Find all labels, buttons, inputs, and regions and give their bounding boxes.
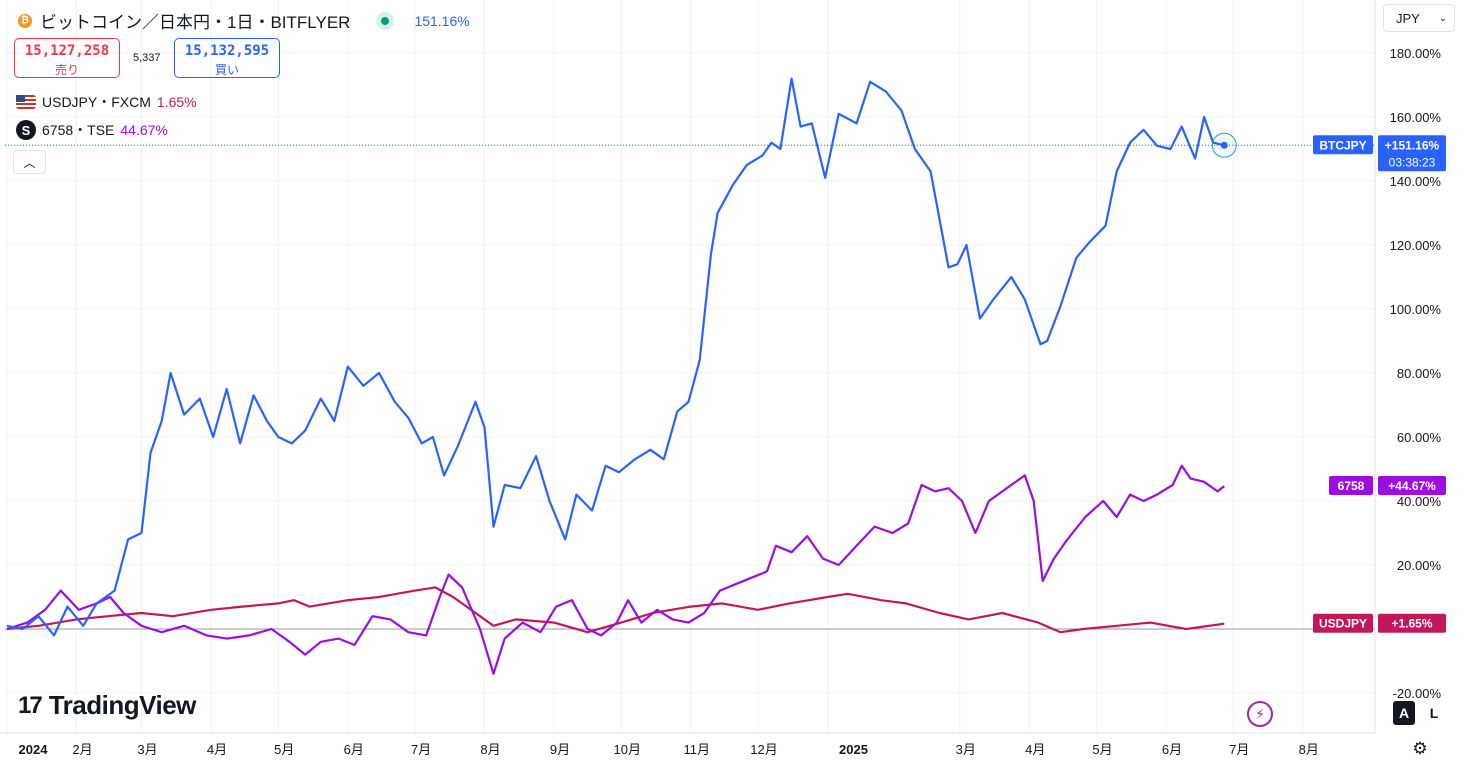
log-scale-button[interactable]: L [1429, 705, 1439, 721]
y-tick-label: 160.00% [1390, 110, 1442, 125]
settings-gear-icon[interactable]: ⚙ [1412, 739, 1428, 758]
legend-symbol: 6758・TSE [42, 122, 115, 138]
x-tick-label: 2月 [72, 742, 92, 757]
tradingview-mark-icon: 17 [18, 691, 43, 719]
series-tag-usdjpy: USDJPY [1319, 617, 1367, 631]
x-tick-label: 7月 [1229, 742, 1249, 757]
sell-button[interactable]: 15,127,258 売り [14, 38, 120, 78]
buy-button[interactable]: 15,132,595 買い [174, 38, 280, 78]
y-tick-label: 80.00% [1397, 366, 1442, 381]
y-tick-label: 100.00% [1390, 302, 1442, 317]
buy-label: 買い [214, 63, 239, 77]
currency-select[interactable]: JPY ⌄ [1383, 4, 1455, 32]
sony-s-icon: S [16, 120, 36, 140]
y-tick-label: 20.00% [1397, 558, 1442, 573]
symbol-title[interactable]: ビットコイン／日本円・1日・BITFLYER [40, 13, 351, 32]
x-tick-label: 6月 [344, 742, 364, 757]
series-line-usdjpy [6, 586, 1225, 634]
x-tick-label: 11月 [683, 742, 710, 757]
series-line-6758 [6, 464, 1225, 675]
x-tick-label: 7月 [411, 742, 431, 757]
y-tick-label: 180.00% [1390, 46, 1442, 61]
buy-price: 15,132,595 [184, 43, 270, 59]
series-tag-6758: 6758 [1338, 479, 1365, 493]
auto-scale-button[interactable]: A [1393, 701, 1415, 725]
chevron-down-icon: ⌄ [1438, 12, 1447, 24]
collapse-legend-button[interactable]: ︿ [13, 150, 46, 174]
y-tick-label: 120.00% [1390, 238, 1442, 253]
sell-label: 売り [54, 63, 79, 77]
series-tag-btcjpy: BTCJPY [1319, 138, 1366, 152]
x-tick-label: 9月 [550, 742, 570, 757]
series-tag-bg [1313, 613, 1373, 633]
x-tick-label: 5月 [274, 742, 294, 757]
x-tick-label: 8月 [480, 742, 500, 757]
sell-price: 15,127,258 [24, 43, 110, 59]
price-axis-label: +44.67% [1388, 479, 1436, 493]
x-tick-label: 3月 [137, 742, 157, 757]
x-tick-label: 2025 [839, 742, 868, 757]
series-line-btcjpy [6, 77, 1225, 637]
legend-value: 1.65% [156, 94, 197, 110]
price-axis-label-bg [1378, 135, 1446, 172]
legend-symbol: USDJPY・FXCM [42, 94, 151, 110]
tradingview-logo[interactable]: 17 TradingView [18, 690, 196, 721]
y-tick-label: -20.00% [1393, 686, 1442, 701]
spread-value: 5,337 [133, 52, 161, 64]
price-axis-label-bg [1378, 476, 1446, 496]
last-point-marker [1220, 141, 1228, 149]
x-tick-label: 2024 [19, 742, 49, 757]
series-tag-bg [1329, 476, 1373, 496]
y-tick-label: 140.00% [1390, 174, 1442, 189]
currency-value: JPY [1396, 10, 1420, 26]
chart-header: ₿ ビットコイン／日本円・1日・BITFLYER 151.16% [18, 8, 470, 33]
price-axis-label-bg [1378, 613, 1446, 633]
bitcoin-icon: ₿ [18, 13, 32, 28]
x-tick-label: 10月 [614, 742, 641, 757]
legend-item-6758[interactable]: S 6758・TSE 44.67% [16, 120, 168, 140]
chevron-up-icon: ︿ [23, 155, 36, 170]
x-tick-label: 5月 [1092, 742, 1112, 757]
x-tick-label: 12月 [750, 742, 777, 757]
legend-value: 44.67% [120, 122, 168, 138]
us-flag-icon [16, 95, 36, 109]
bar-countdown: 03:38:23 [1389, 155, 1436, 169]
price-axis-label: +1.65% [1391, 617, 1432, 631]
lightning-icon[interactable]: ⚡ [1247, 701, 1273, 727]
main-change-pct: 151.16% [414, 12, 470, 29]
price-axis-label: +151.16% [1385, 138, 1440, 152]
x-tick-label: 4月 [207, 742, 227, 757]
x-tick-label: 4月 [1025, 742, 1045, 757]
x-tick-label: 3月 [956, 742, 976, 757]
legend-item-usdjpy[interactable]: USDJPY・FXCM 1.65% [16, 92, 197, 112]
y-tick-label: 40.00% [1397, 494, 1442, 509]
x-tick-label: 6月 [1162, 742, 1182, 757]
market-status-icon[interactable] [376, 11, 395, 30]
y-tick-label: 60.00% [1397, 430, 1442, 445]
x-tick-label: 8月 [1299, 742, 1319, 757]
series-tag-bg [1313, 135, 1373, 155]
brand-name: TradingView [48, 690, 197, 720]
